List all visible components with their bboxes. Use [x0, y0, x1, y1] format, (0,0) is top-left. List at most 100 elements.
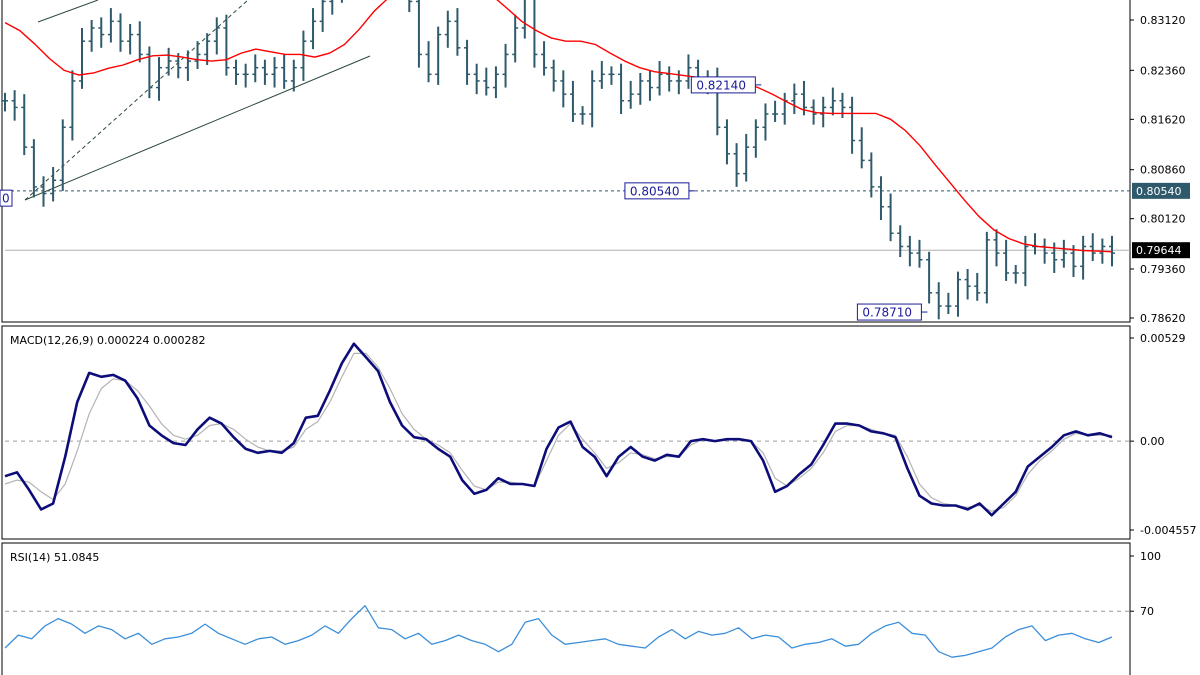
price-bar — [59, 119, 66, 191]
price-annotation-tag: 0.82140 — [690, 76, 762, 94]
price-bar — [184, 50, 191, 81]
rsi-tick-label: 70 — [1140, 605, 1154, 618]
macd-tick-label: 0.00529 — [1140, 332, 1186, 345]
price-bar — [435, 26, 442, 85]
price-tick-label: 0.83120 — [1140, 14, 1186, 27]
price-bar — [40, 176, 47, 207]
price-bar — [906, 235, 913, 267]
rsi-line — [4, 605, 1113, 658]
price-bar — [849, 96, 856, 154]
price-bar — [618, 63, 625, 115]
price-bar — [502, 43, 509, 88]
price-bar — [464, 39, 471, 85]
price-bar — [117, 13, 124, 52]
price-bar — [743, 133, 750, 182]
price-bar — [127, 23, 134, 55]
price-bar — [281, 54, 288, 89]
price-bar — [136, 21, 143, 63]
price-bar — [550, 59, 557, 92]
price-bar — [858, 127, 865, 169]
price-bar — [98, 17, 105, 48]
price-bar — [408, 0, 413, 13]
price-bar — [521, 0, 526, 39]
price-bar — [1003, 239, 1010, 281]
svg-text:0.80540: 0.80540 — [630, 184, 680, 198]
price-bar — [589, 70, 596, 128]
price-bar — [512, 14, 519, 63]
price-bar — [533, 0, 538, 68]
price-bar — [146, 46, 153, 99]
price-bar — [50, 167, 57, 202]
macd-label: MACD(12,26,9) 0.000224 0.000282 — [10, 334, 206, 347]
rsi-panel: RSI(14) 51.0845 100 70 — [1, 542, 1161, 675]
price-annotation-tag: 0.78710 — [856, 303, 928, 321]
price-bar — [560, 70, 567, 108]
moving-average-line — [4, 0, 1113, 253]
price-bar — [319, 0, 326, 32]
price-bar — [213, 17, 220, 55]
price-tick-label: 0.78620 — [1140, 312, 1186, 325]
price-bar — [473, 63, 480, 95]
price-annotation-tag: 0 — [0, 189, 13, 207]
current-price-tag: 0.79644 — [1132, 242, 1190, 259]
price-bar — [954, 271, 961, 317]
price-bar — [1080, 235, 1087, 280]
price-bar — [627, 80, 634, 109]
svg-text:0.79644: 0.79644 — [1136, 244, 1182, 257]
price-bar — [329, 0, 334, 15]
price-bar — [107, 8, 114, 43]
price-panel: 0.83120 0.82360 0.81620 0.80860 0.80120 0.793… — [0, 0, 1190, 325]
price-bar — [829, 87, 836, 116]
macd-panel: MACD(12,26,9) 0.000224 0.000282 0.00529 0… — [1, 325, 1196, 540]
price-bar — [300, 30, 307, 81]
svg-text:0.80540: 0.80540 — [1136, 185, 1182, 198]
price-bar — [88, 20, 95, 52]
price-bar — [723, 119, 730, 165]
price-tick-label: 0.80120 — [1140, 213, 1186, 226]
price-bar — [175, 53, 182, 79]
price-bar — [569, 80, 576, 122]
price-tick-label: 0.82360 — [1140, 64, 1186, 77]
price-bar — [242, 63, 249, 88]
price-bar — [261, 59, 268, 85]
price-bar — [271, 57, 278, 88]
price-bar — [194, 41, 201, 70]
price-bar — [598, 61, 605, 89]
price-bar — [820, 96, 827, 128]
price-bar — [608, 66, 615, 85]
price-bar — [791, 83, 798, 115]
rsi-label: RSI(14) 51.0845 — [10, 551, 99, 564]
price-bar — [1070, 245, 1077, 277]
trend-channel-lower — [24, 55, 371, 201]
price-bar — [223, 14, 230, 76]
price-bar — [646, 70, 653, 101]
price-bar — [233, 59, 240, 85]
price-bar — [637, 72, 644, 105]
price-bar — [1060, 239, 1067, 268]
price-annotation-tag: 0.80540 — [624, 182, 695, 200]
trend-channel-upper — [37, 0, 99, 23]
price-bar — [1012, 265, 1019, 284]
price-bar — [444, 10, 451, 48]
price-bar — [897, 225, 904, 258]
price-bar — [2, 92, 8, 112]
svg-text:0: 0 — [2, 192, 10, 206]
price-bar — [69, 70, 76, 141]
price-bar — [772, 100, 779, 122]
price-bar — [752, 119, 759, 158]
price-bar — [887, 193, 894, 242]
price-bar — [11, 90, 18, 121]
macd-tick-label: 0.00 — [1140, 435, 1165, 448]
price-bar — [964, 268, 971, 300]
price-bar — [541, 41, 548, 76]
price-bar — [877, 176, 884, 220]
price-bar — [156, 57, 163, 101]
rsi-tick-label: 100 — [1140, 550, 1161, 563]
price-bar — [425, 41, 432, 83]
price-bar — [204, 33, 211, 66]
price-tick-label: 0.79360 — [1140, 263, 1186, 276]
price-bar — [310, 8, 317, 50]
price-bar — [868, 152, 875, 198]
price-bar — [666, 66, 673, 92]
